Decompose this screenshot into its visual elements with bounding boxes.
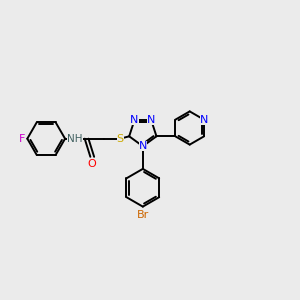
Text: N: N	[200, 115, 208, 125]
Text: N: N	[130, 115, 139, 125]
Text: Br: Br	[137, 210, 149, 220]
Text: O: O	[87, 159, 96, 170]
Text: N: N	[147, 115, 155, 125]
Text: NH: NH	[67, 134, 83, 144]
Text: F: F	[19, 134, 26, 144]
Text: N: N	[139, 141, 147, 151]
Text: S: S	[117, 134, 124, 144]
